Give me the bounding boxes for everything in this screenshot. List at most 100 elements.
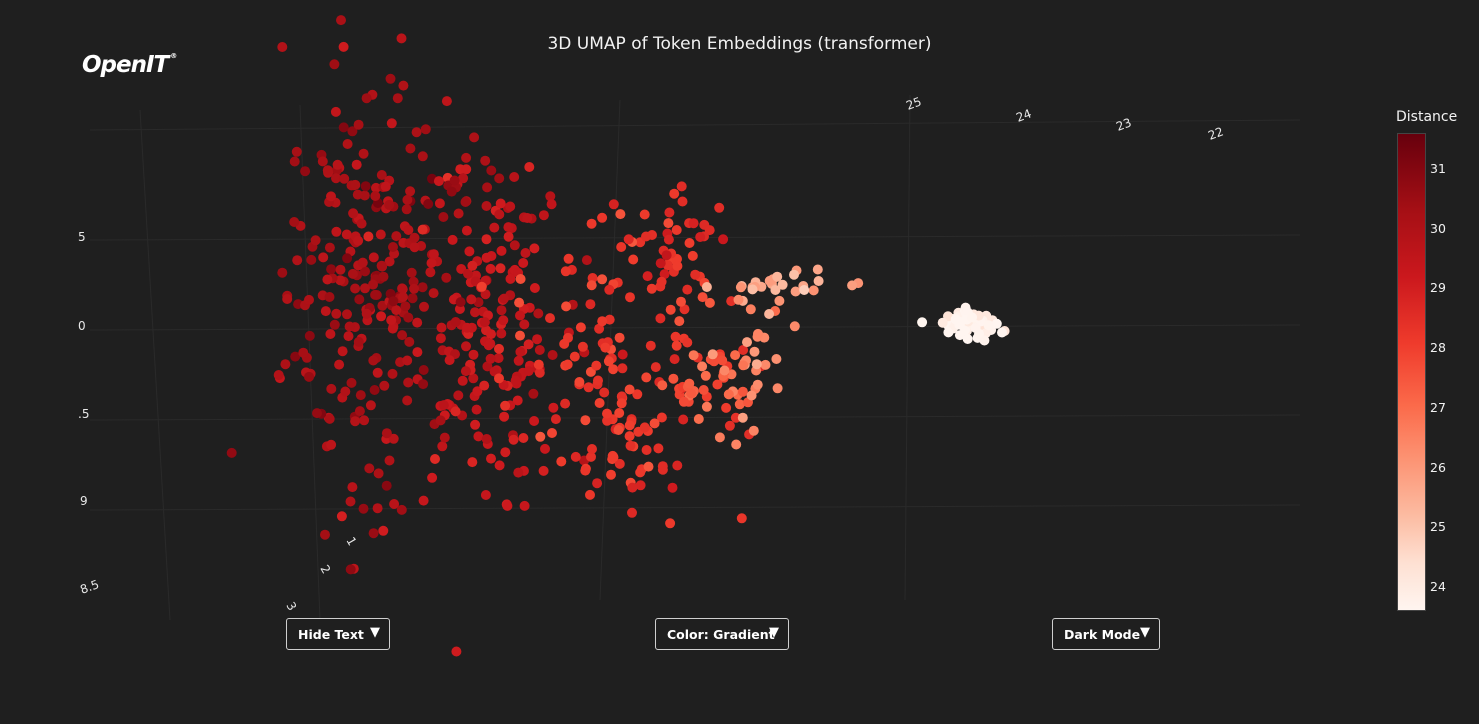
- data-point[interactable]: [291, 146, 302, 157]
- data-point[interactable]: [499, 411, 510, 422]
- data-point[interactable]: [597, 212, 608, 223]
- data-point[interactable]: [430, 454, 440, 464]
- data-point[interactable]: [373, 468, 384, 479]
- data-point[interactable]: [606, 469, 616, 480]
- data-point[interactable]: [746, 390, 757, 401]
- data-point[interactable]: [655, 313, 666, 324]
- data-point[interactable]: [282, 294, 293, 304]
- data-point[interactable]: [412, 317, 423, 328]
- data-point[interactable]: [494, 343, 504, 354]
- data-point[interactable]: [528, 388, 539, 399]
- data-point[interactable]: [628, 254, 639, 265]
- data-point[interactable]: [653, 443, 664, 454]
- data-point[interactable]: [463, 268, 473, 279]
- data-point[interactable]: [344, 321, 355, 332]
- data-point[interactable]: [400, 301, 411, 312]
- data-point[interactable]: [625, 292, 635, 303]
- data-point[interactable]: [616, 398, 627, 409]
- data-point[interactable]: [324, 292, 335, 302]
- data-point[interactable]: [306, 254, 317, 265]
- data-point[interactable]: [461, 152, 472, 163]
- data-point[interactable]: [348, 208, 359, 219]
- data-point[interactable]: [385, 73, 396, 84]
- data-point[interactable]: [771, 354, 782, 364]
- data-point[interactable]: [597, 274, 608, 285]
- data-point[interactable]: [514, 297, 525, 308]
- data-point[interactable]: [322, 274, 333, 285]
- data-point[interactable]: [402, 194, 413, 205]
- data-point[interactable]: [641, 445, 652, 455]
- data-point[interactable]: [317, 156, 328, 167]
- data-point[interactable]: [664, 207, 675, 218]
- data-point[interactable]: [624, 431, 635, 442]
- data-point[interactable]: [608, 199, 619, 210]
- data-point[interactable]: [671, 340, 682, 351]
- data-point[interactable]: [529, 243, 540, 254]
- data-point[interactable]: [418, 379, 429, 390]
- data-point[interactable]: [538, 465, 549, 476]
- data-point[interactable]: [453, 390, 464, 401]
- data-point[interactable]: [398, 292, 408, 302]
- data-point[interactable]: [789, 321, 800, 332]
- data-point[interactable]: [731, 439, 742, 450]
- data-point[interactable]: [656, 276, 667, 287]
- data-point[interactable]: [384, 256, 395, 267]
- data-point[interactable]: [407, 293, 418, 304]
- data-point[interactable]: [343, 331, 354, 342]
- data-point[interactable]: [518, 258, 529, 268]
- data-point[interactable]: [368, 528, 379, 539]
- data-point[interactable]: [418, 365, 429, 375]
- data-point[interactable]: [378, 271, 389, 282]
- data-point[interactable]: [600, 342, 611, 353]
- data-point[interactable]: [449, 175, 460, 186]
- data-point[interactable]: [591, 360, 602, 371]
- data-point[interactable]: [503, 222, 514, 233]
- data-point[interactable]: [387, 368, 398, 379]
- data-point[interactable]: [698, 385, 709, 395]
- data-point[interactable]: [515, 310, 525, 321]
- data-point[interactable]: [472, 386, 483, 397]
- data-point[interactable]: [639, 209, 650, 220]
- data-point[interactable]: [342, 139, 353, 149]
- data-point[interactable]: [438, 400, 449, 411]
- data-point[interactable]: [345, 564, 356, 575]
- data-point[interactable]: [369, 385, 380, 395]
- data-point[interactable]: [738, 345, 749, 355]
- data-point[interactable]: [397, 283, 408, 294]
- data-point[interactable]: [326, 439, 337, 450]
- data-point[interactable]: [326, 383, 337, 394]
- data-point[interactable]: [461, 225, 472, 236]
- data-point[interactable]: [486, 165, 497, 176]
- data-point[interactable]: [677, 196, 688, 207]
- data-point[interactable]: [701, 401, 712, 412]
- data-point[interactable]: [370, 289, 381, 300]
- data-point[interactable]: [336, 511, 347, 522]
- data-point[interactable]: [496, 245, 507, 256]
- data-point[interactable]: [733, 294, 744, 305]
- data-point[interactable]: [330, 106, 341, 117]
- data-point[interactable]: [599, 387, 610, 398]
- data-point[interactable]: [594, 398, 605, 408]
- data-point[interactable]: [457, 375, 468, 386]
- data-point[interactable]: [418, 495, 429, 506]
- data-point[interactable]: [460, 197, 471, 207]
- data-point[interactable]: [441, 272, 452, 283]
- data-point[interactable]: [529, 283, 540, 293]
- data-point[interactable]: [499, 293, 509, 304]
- data-point[interactable]: [479, 317, 490, 328]
- data-point[interactable]: [336, 15, 346, 26]
- data-point[interactable]: [331, 308, 342, 319]
- data-point[interactable]: [712, 379, 723, 390]
- data-point[interactable]: [277, 42, 288, 52]
- data-point[interactable]: [437, 441, 448, 452]
- data-point[interactable]: [359, 415, 370, 426]
- data-point[interactable]: [665, 518, 676, 529]
- data-point[interactable]: [510, 375, 521, 386]
- data-point[interactable]: [397, 330, 408, 341]
- data-point[interactable]: [481, 434, 492, 444]
- data-point[interactable]: [331, 226, 342, 237]
- data-point[interactable]: [719, 365, 730, 376]
- data-point[interactable]: [505, 201, 516, 212]
- data-point[interactable]: [417, 151, 428, 162]
- data-point[interactable]: [676, 181, 687, 192]
